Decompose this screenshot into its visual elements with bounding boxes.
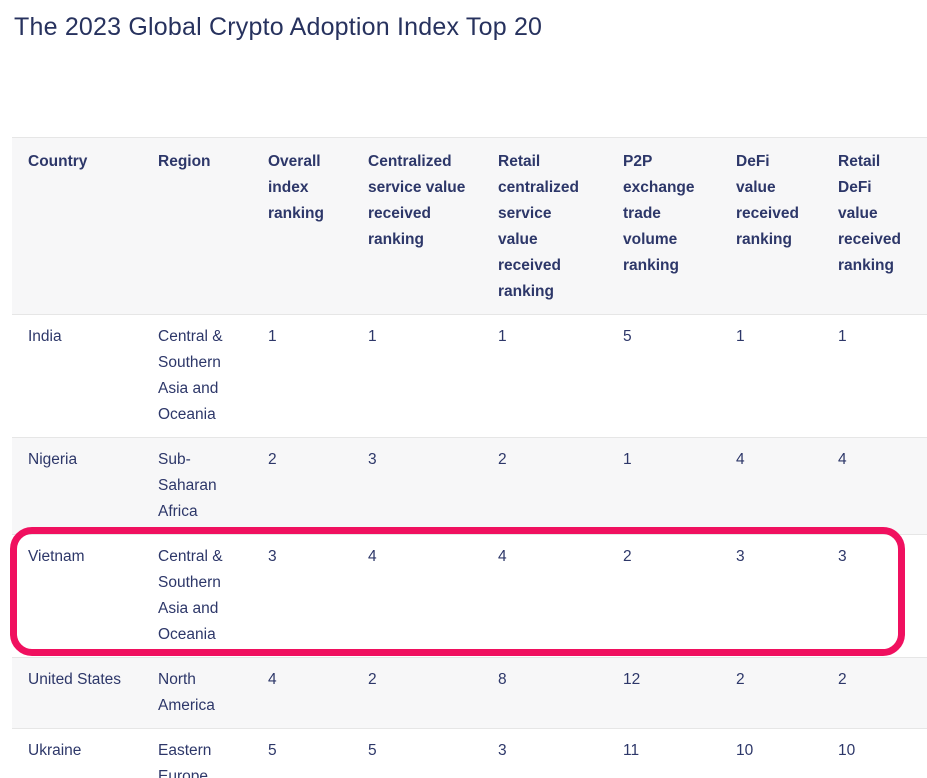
cell-defi-rank: 2 xyxy=(736,671,745,688)
cell-centralized-rank: 3 xyxy=(368,451,377,468)
cell-country: Nigeria xyxy=(28,451,78,468)
cell-retail-centralized-rank: 8 xyxy=(498,671,507,688)
cell-retail-centralized-rank: 2 xyxy=(498,451,507,468)
table-row-nigeria: Nigeria Sub-Saharan Africa 2 3 2 1 4 4 xyxy=(12,437,927,535)
column-header-defi-value-received: DeFi value received ranking xyxy=(736,153,799,248)
cell-defi-rank: 4 xyxy=(736,451,745,468)
cell-overall-rank: 2 xyxy=(268,451,277,468)
cell-p2p-rank: 5 xyxy=(623,328,632,345)
cell-country: United States xyxy=(28,671,122,688)
table-row-india: India Central & Southern Asia and Oceani… xyxy=(12,314,927,438)
cell-retail-centralized-rank: 4 xyxy=(498,548,507,565)
cell-p2p-rank: 1 xyxy=(623,451,632,468)
crypto-adoption-table: Country Region Overall index ranking Cen… xyxy=(12,137,927,778)
cell-defi-rank: 1 xyxy=(736,328,745,345)
cell-retail-defi-rank: 4 xyxy=(838,451,847,468)
cell-retail-centralized-rank: 3 xyxy=(498,742,507,759)
cell-centralized-rank: 2 xyxy=(368,671,377,688)
column-header-retail-defi-value-received: Retail DeFi value received ranking xyxy=(838,153,901,274)
table-row-ukraine: Ukraine Eastern Europe 5 5 3 11 10 10 xyxy=(12,728,927,778)
cell-country: Ukraine xyxy=(28,742,82,759)
column-header-p2p-exchange-trade-volume: P2P exchange trade volume ranking xyxy=(623,153,695,274)
cell-overall-rank: 5 xyxy=(268,742,277,759)
cell-p2p-rank: 11 xyxy=(623,742,640,759)
data-table: Country Region Overall index ranking Cen… xyxy=(12,137,927,778)
column-header-retail-centralized-service-value: Retail centralized service value receive… xyxy=(498,153,579,300)
cell-defi-rank: 10 xyxy=(736,742,754,759)
column-header-region: Region xyxy=(158,153,211,170)
table-row-vietnam-highlighted: Vietnam Central & Southern Asia and Ocea… xyxy=(12,534,927,658)
cell-centralized-rank: 1 xyxy=(368,328,377,345)
column-header-overall-index-ranking: Overall index ranking xyxy=(268,153,324,222)
cell-country: India xyxy=(28,328,62,345)
cell-p2p-rank: 12 xyxy=(623,671,641,688)
cell-p2p-rank: 2 xyxy=(623,548,632,565)
cell-retail-defi-rank: 2 xyxy=(838,671,847,688)
cell-region: North America xyxy=(158,671,215,714)
cell-region: Central & Southern Asia and Oceania xyxy=(158,548,223,643)
cell-overall-rank: 3 xyxy=(268,548,277,565)
page-title: The 2023 Global Crypto Adoption Index To… xyxy=(14,13,543,41)
cell-country: Vietnam xyxy=(28,548,85,565)
cell-centralized-rank: 5 xyxy=(368,742,377,759)
cell-region: Central & Southern Asia and Oceania xyxy=(158,328,223,423)
cell-retail-centralized-rank: 1 xyxy=(498,328,507,345)
cell-overall-rank: 1 xyxy=(268,328,277,345)
table-row-united-states: United States North America 4 2 8 12 2 2 xyxy=(12,657,927,729)
cell-overall-rank: 4 xyxy=(268,671,277,688)
cell-region: Sub-Saharan Africa xyxy=(158,451,217,520)
cell-retail-defi-rank: 10 xyxy=(838,742,856,759)
cell-centralized-rank: 4 xyxy=(368,548,377,565)
cell-retail-defi-rank: 1 xyxy=(838,328,847,345)
column-header-centralized-service-value: Centralized service value received ranki… xyxy=(368,153,466,248)
cell-defi-rank: 3 xyxy=(736,548,745,565)
cell-retail-defi-rank: 3 xyxy=(838,548,847,565)
cell-region: Eastern Europe xyxy=(158,742,212,778)
table-header-row: Country Region Overall index ranking Cen… xyxy=(12,137,927,315)
column-header-country: Country xyxy=(28,153,88,170)
